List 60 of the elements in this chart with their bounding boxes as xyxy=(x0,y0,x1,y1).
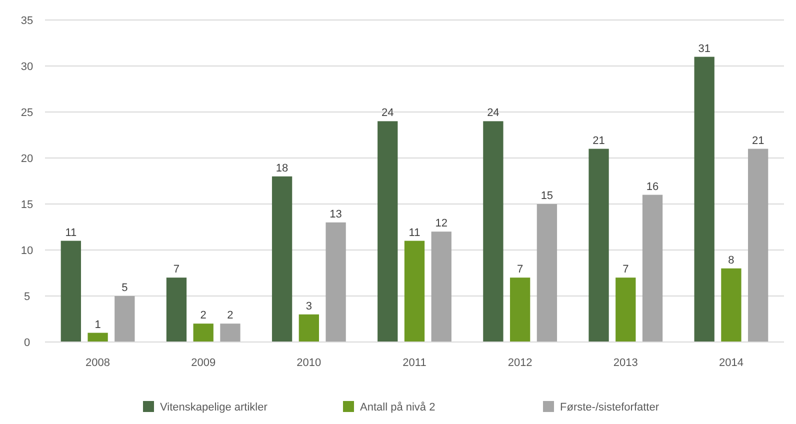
bar xyxy=(694,56,714,342)
x-tick-label: 2012 xyxy=(508,357,532,369)
x-tick-label: 2008 xyxy=(86,357,110,369)
data-label: 11 xyxy=(65,226,77,239)
bar xyxy=(114,296,135,342)
data-label: 5 xyxy=(122,282,128,294)
x-tick-label: 2010 xyxy=(296,357,322,369)
data-label: 13 xyxy=(330,208,342,220)
bar xyxy=(60,240,81,342)
x-tick-label: 2014 xyxy=(718,357,744,369)
y-tick-label: 15 xyxy=(20,198,34,211)
x-tick-label: 2011 xyxy=(402,357,426,369)
bar xyxy=(616,278,636,342)
bar xyxy=(510,278,530,342)
bar xyxy=(298,314,320,342)
bar xyxy=(431,232,452,342)
x-tick-label: 2009 xyxy=(191,357,216,369)
bar xyxy=(88,332,108,342)
data-label: 7 xyxy=(517,264,524,276)
x-tick-label: 2013 xyxy=(613,357,638,369)
data-label: 31 xyxy=(698,42,710,55)
data-label: 12 xyxy=(435,218,448,230)
bar xyxy=(326,222,346,342)
bar xyxy=(588,148,609,342)
data-label: 21 xyxy=(752,134,764,147)
y-tick-label: 30 xyxy=(20,60,34,73)
bar xyxy=(721,268,742,342)
legend-label: Første-/sisteforfatter xyxy=(560,401,660,414)
y-tick-label: 25 xyxy=(20,106,34,119)
bar xyxy=(642,194,663,342)
bar xyxy=(748,148,768,342)
y-tick-label: 0 xyxy=(24,336,30,349)
data-label: 3 xyxy=(306,300,312,312)
y-tick-label: 35 xyxy=(20,14,34,27)
bar xyxy=(378,121,398,342)
legend-label: Antall på nivå 2 xyxy=(360,401,436,414)
legend-label: Vitenskapelige artikler xyxy=(160,401,268,414)
bar xyxy=(536,204,558,342)
data-label: 1 xyxy=(94,318,101,331)
data-label: 7 xyxy=(622,264,629,276)
y-tick-label: 20 xyxy=(20,152,34,165)
y-tick-label: 10 xyxy=(20,244,34,257)
data-label: 11 xyxy=(408,226,420,239)
data-label: 16 xyxy=(646,180,659,193)
data-label: 15 xyxy=(540,190,554,202)
bar xyxy=(166,278,187,342)
bar xyxy=(404,240,425,342)
data-label: 8 xyxy=(728,254,734,266)
data-label: 2 xyxy=(227,310,234,322)
data-label: 24 xyxy=(487,107,500,120)
bar xyxy=(220,324,240,342)
bar xyxy=(193,324,214,342)
data-label: 18 xyxy=(276,162,288,174)
bar xyxy=(483,121,504,342)
y-tick-label: 5 xyxy=(24,290,30,303)
bar xyxy=(272,176,292,342)
data-label: 24 xyxy=(382,107,394,120)
data-label: 7 xyxy=(173,264,180,276)
data-label: 2 xyxy=(200,310,206,322)
data-label: 21 xyxy=(592,134,605,147)
